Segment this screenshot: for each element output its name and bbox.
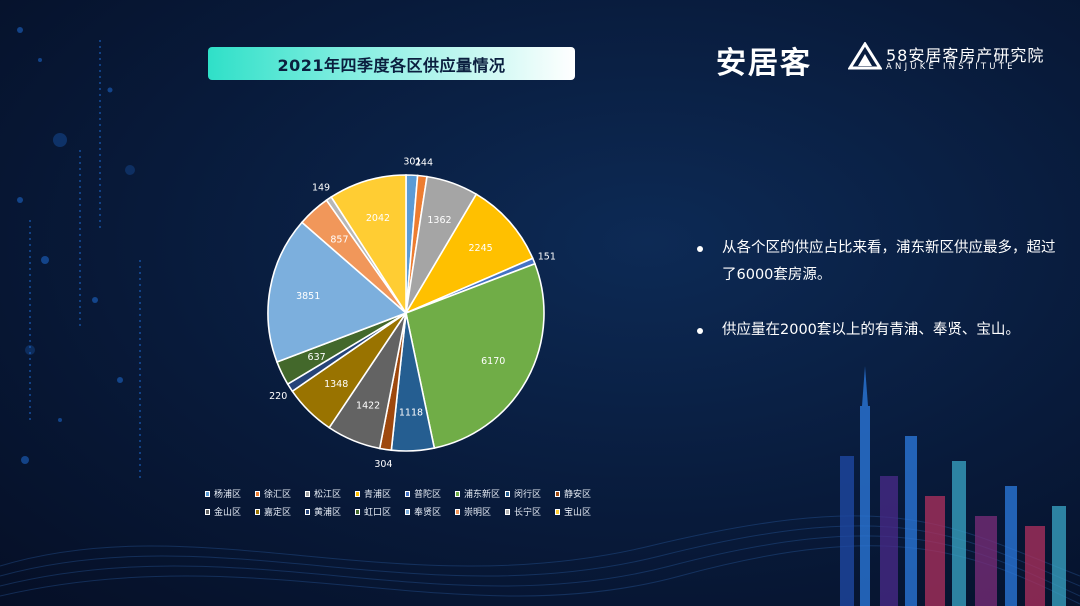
bullet-text: 从各个区的供应占比来看，浦东新区供应最多，超过了6000套房源。	[722, 240, 1056, 283]
legend-label: 虹口区	[364, 508, 392, 518]
legend-item: 浦东新区	[455, 487, 505, 500]
slice-value-label: 244	[415, 158, 433, 169]
institute-name: 58安居客房产研究院	[886, 46, 1045, 65]
chart-title-banner: 2021年四季度各区供应量情况	[208, 47, 575, 80]
slice-value-label: 1422	[356, 400, 380, 411]
chart-title: 2021年四季度各区供应量情况	[277, 55, 506, 75]
legend-swatch	[405, 508, 410, 515]
legend-item: 崇明区	[455, 505, 505, 518]
slice-value-label: 149	[312, 182, 330, 193]
legend-swatch	[555, 490, 560, 497]
bullet-item: 供应量在2000套以上的有青浦、奉贤、宝山。	[695, 317, 1065, 344]
legend-item: 宝山区	[555, 505, 605, 518]
pie-slice	[404, 193, 534, 315]
legend-item: 静安区	[555, 487, 605, 500]
legend-label: 松江区	[314, 490, 342, 500]
legend-item: 松江区	[305, 487, 355, 500]
legend-swatch	[305, 490, 310, 497]
legend-label: 黄浦区	[314, 508, 342, 518]
legend-label: 嘉定区	[264, 508, 292, 518]
legend-item: 虹口区	[355, 505, 405, 518]
legend-swatch	[455, 490, 460, 497]
bullet-dot-icon	[697, 246, 703, 252]
slice-value-label: 637	[308, 352, 326, 363]
background-dots-decoration	[17, 27, 141, 480]
legend-item: 普陀区	[405, 487, 455, 500]
slice-value-label: 6170	[481, 356, 505, 367]
legend-item: 奉贤区	[405, 505, 455, 518]
legend-item: 嘉定区	[255, 505, 305, 518]
pie-slice	[267, 221, 408, 363]
legend-label: 金山区	[214, 508, 242, 518]
legend-item: 徐汇区	[255, 487, 305, 500]
legend-swatch	[505, 508, 510, 515]
legend-label: 普陀区	[414, 490, 442, 500]
city-skyline-decoration	[840, 366, 1066, 606]
slice-value-label: 2245	[468, 243, 492, 254]
pie-slice	[405, 262, 545, 450]
legend-item: 青浦区	[355, 487, 405, 500]
pie-slice	[330, 174, 407, 316]
chart-legend: 杨浦区 徐汇区 松江区 青浦区 普陀区 浦东新区 闵行区 静安区金山区 嘉定区 黄浦区 虹口区 奉贤区…	[205, 487, 615, 518]
bullet-dot-icon	[697, 328, 703, 334]
legend-swatch	[305, 508, 310, 515]
legend-item: 闵行区	[505, 487, 555, 500]
legend-swatch	[205, 490, 210, 497]
legend-swatch	[505, 490, 510, 497]
slice-value-label: 301	[403, 157, 421, 168]
slice-value-label: 1362	[427, 215, 451, 226]
legend-item: 金山区	[205, 505, 255, 518]
summary-bullets: 从各个区的供应占比来看，浦东新区供应最多，超过了6000套房源。 供应量在200…	[695, 235, 1065, 372]
legend-swatch	[205, 508, 210, 515]
legend-swatch	[555, 508, 560, 515]
legend-swatch	[405, 490, 410, 497]
legend-item: 长宁区	[505, 505, 555, 518]
slice-value-label: 2042	[366, 213, 390, 224]
legend-item: 黄浦区	[305, 505, 355, 518]
legend-swatch	[255, 490, 260, 497]
anjuke-logo: 安居客	[716, 46, 812, 81]
slice-value-label: 151	[538, 251, 556, 262]
legend-swatch	[455, 508, 460, 515]
legend-label: 闵行区	[514, 490, 542, 500]
slice-value-label: 1348	[324, 379, 348, 390]
slice-value-label: 857	[330, 235, 348, 246]
legend-swatch	[355, 508, 360, 515]
institute-logo-icon	[848, 42, 882, 70]
legend-label: 青浦区	[364, 490, 392, 500]
legend-swatch	[355, 490, 360, 497]
legend-label: 静安区	[564, 490, 592, 500]
institute-english-name: ANJUKE INSTITUTE	[886, 62, 1016, 72]
bullet-item: 从各个区的供应占比来看，浦东新区供应最多，超过了6000套房源。	[695, 235, 1065, 289]
bullet-text: 供应量在2000套以上的有青浦、奉贤、宝山。	[722, 322, 1020, 338]
slice-value-label: 220	[269, 391, 287, 402]
legend-label: 崇明区	[464, 508, 492, 518]
legend-item: 杨浦区	[205, 487, 255, 500]
legend-label: 长宁区	[514, 508, 542, 518]
legend-label: 徐汇区	[264, 490, 292, 500]
legend-label: 奉贤区	[414, 508, 442, 518]
legend-label: 宝山区	[564, 508, 592, 518]
legend-label: 浦东新区	[464, 490, 501, 500]
slice-value-label: 1118	[399, 408, 423, 419]
legend-swatch	[255, 508, 260, 515]
slice-value-label: 304	[374, 459, 392, 470]
legend-label: 杨浦区	[214, 490, 242, 500]
slice-value-label: 3851	[296, 291, 320, 302]
